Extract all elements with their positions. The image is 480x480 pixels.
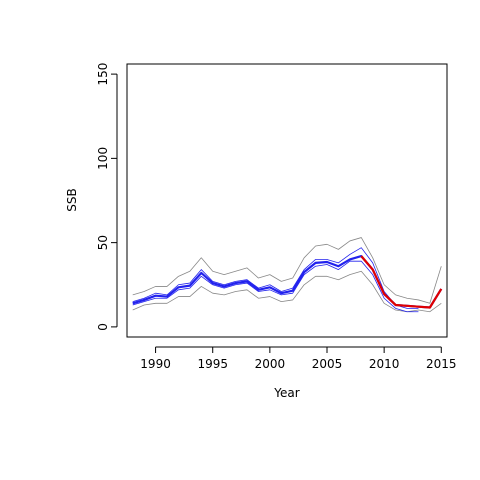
x-axis-title: Year (273, 386, 299, 400)
y-tick-label: 150 (96, 63, 110, 86)
x-tick-label: 2005 (312, 357, 343, 371)
series-line-lower-bound (132, 270, 442, 313)
plot-frame (126, 63, 448, 338)
x-tick-label: 2010 (369, 357, 400, 371)
series-line-blue-lower (132, 260, 419, 313)
series-line-estimate-recent (360, 255, 443, 309)
series-line-blue-upper (132, 247, 419, 309)
axes-layer: 1990 1995 2000 2005 2010 2015 0 50 100 150 (96, 63, 457, 371)
series-line-upper-bound (132, 237, 442, 304)
x-tick-label: 1990 (140, 357, 171, 371)
x-tick-label: 1995 (197, 357, 228, 371)
series-layer (132, 237, 443, 313)
y-tick-label: 100 (96, 147, 110, 170)
y-axis-title: SSB (65, 188, 79, 211)
x-tick-label: 2015 (426, 357, 457, 371)
y-tick-label: 0 (96, 323, 110, 331)
y-tick-label: 50 (96, 235, 110, 250)
x-tick-label: 2000 (255, 357, 286, 371)
